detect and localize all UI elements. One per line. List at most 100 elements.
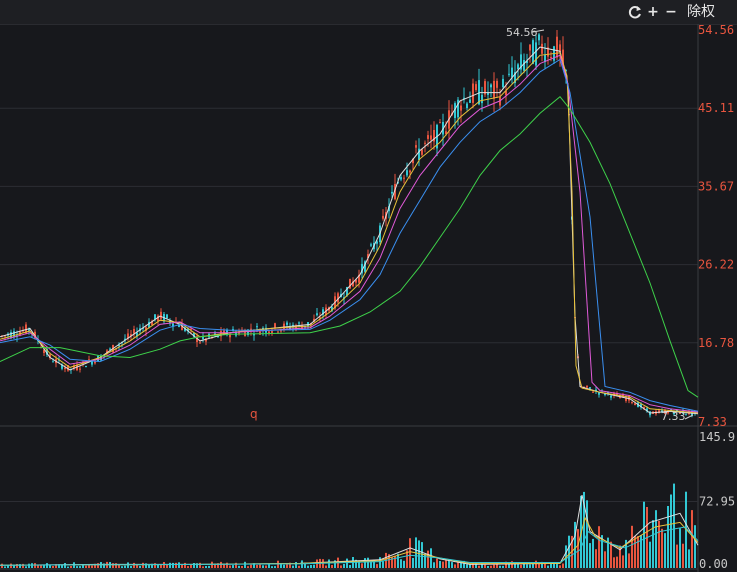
volume-bar xyxy=(19,564,21,568)
volume-bar xyxy=(526,564,528,568)
volume-bar xyxy=(544,562,546,568)
volume-bar xyxy=(262,565,264,568)
volume-bar xyxy=(64,563,66,568)
candle-body xyxy=(67,365,69,371)
volume-bar xyxy=(124,565,126,568)
volume-bar xyxy=(667,506,669,568)
volume-bar xyxy=(688,549,690,568)
candle-body xyxy=(460,105,462,111)
candle-body xyxy=(151,321,153,325)
candle-body xyxy=(79,368,81,370)
volume-bar xyxy=(346,558,348,568)
candle-body xyxy=(547,47,549,57)
volume-bar xyxy=(220,561,222,568)
volume-bar xyxy=(148,564,150,568)
candle-body xyxy=(679,411,681,414)
volume-bar xyxy=(340,565,342,568)
volume-bar xyxy=(82,565,84,568)
volume-bar xyxy=(274,566,276,568)
candle-body xyxy=(49,354,51,359)
volume-bar xyxy=(601,535,603,568)
candle-body xyxy=(43,349,45,353)
candle-body xyxy=(484,81,486,95)
candle-body xyxy=(106,350,108,354)
volume-bar xyxy=(370,561,372,568)
candle-body xyxy=(109,348,111,350)
volume-bar xyxy=(397,553,399,568)
candle-body xyxy=(301,325,303,330)
volume-bar xyxy=(256,564,258,568)
volume-axis-tick-label: 72.95 xyxy=(699,495,735,509)
candle-body xyxy=(322,309,324,315)
candle-body xyxy=(145,327,147,331)
zoom-in-button[interactable]: + xyxy=(647,4,659,20)
candle-body xyxy=(247,329,249,335)
volume-bar xyxy=(343,563,345,568)
volume-bar xyxy=(442,561,444,568)
volume-bar xyxy=(514,563,516,568)
volume-bar xyxy=(172,562,174,568)
volume-bar xyxy=(241,566,243,568)
volume-bar xyxy=(436,558,438,568)
volume-bar xyxy=(475,562,477,568)
volume-bar xyxy=(268,563,270,568)
candle-body xyxy=(604,393,606,395)
volume-bar xyxy=(433,562,435,568)
candle-body xyxy=(439,122,441,124)
volume-bar xyxy=(607,537,609,568)
volume-bar xyxy=(130,566,132,568)
volume-bar xyxy=(379,557,381,568)
volume-bar xyxy=(292,565,294,568)
candle-body xyxy=(154,314,156,320)
high-pointer xyxy=(532,29,545,33)
candle-body xyxy=(289,326,291,330)
volume-bar xyxy=(199,562,201,568)
candle-body xyxy=(508,73,510,75)
candle-body xyxy=(331,307,333,311)
volume-bar xyxy=(313,564,315,568)
volume-bar xyxy=(430,548,432,568)
candle-body xyxy=(298,322,300,324)
volume-bar xyxy=(190,564,192,568)
volume-bar xyxy=(265,565,267,568)
candle-body xyxy=(91,360,93,365)
candle-body xyxy=(136,332,138,337)
zoom-out-button[interactable]: − xyxy=(665,4,677,20)
volume-bar xyxy=(49,564,51,568)
refresh-icon[interactable] xyxy=(627,4,643,20)
candle-body xyxy=(274,323,276,328)
chart-toolbar: + − 除权 xyxy=(0,0,737,25)
volume-bar xyxy=(169,562,171,568)
candle-body xyxy=(391,191,393,194)
candle-body xyxy=(85,366,87,368)
volume-bar xyxy=(403,560,405,568)
candle-body xyxy=(259,331,261,335)
candle-body xyxy=(481,94,483,104)
volume-bar xyxy=(598,526,600,568)
candle-body xyxy=(313,318,315,322)
candle-body xyxy=(61,364,63,369)
vol-ma-blue-line xyxy=(0,526,699,566)
volume-bar xyxy=(421,542,423,568)
candle-body xyxy=(367,254,369,259)
ex-rights-button[interactable]: 除权 xyxy=(687,4,715,20)
volume-bar xyxy=(391,557,393,568)
volume-bar xyxy=(79,566,81,568)
volume-bar xyxy=(244,561,246,568)
volume-bar xyxy=(481,564,483,568)
volume-bar xyxy=(583,491,585,568)
candle-body xyxy=(130,334,132,337)
volume-bar xyxy=(58,564,60,568)
volume-bar xyxy=(610,541,612,568)
volume-bar xyxy=(211,561,213,568)
candle-body xyxy=(685,413,687,415)
candle-body xyxy=(538,34,540,41)
candle-body xyxy=(73,365,75,369)
volume-bar xyxy=(673,483,675,568)
volume-bar xyxy=(619,545,621,568)
candle-body xyxy=(46,349,48,355)
volume-bar xyxy=(559,565,561,568)
candle-body xyxy=(640,404,642,408)
volume-bar xyxy=(637,536,639,568)
candle-body xyxy=(253,333,255,336)
